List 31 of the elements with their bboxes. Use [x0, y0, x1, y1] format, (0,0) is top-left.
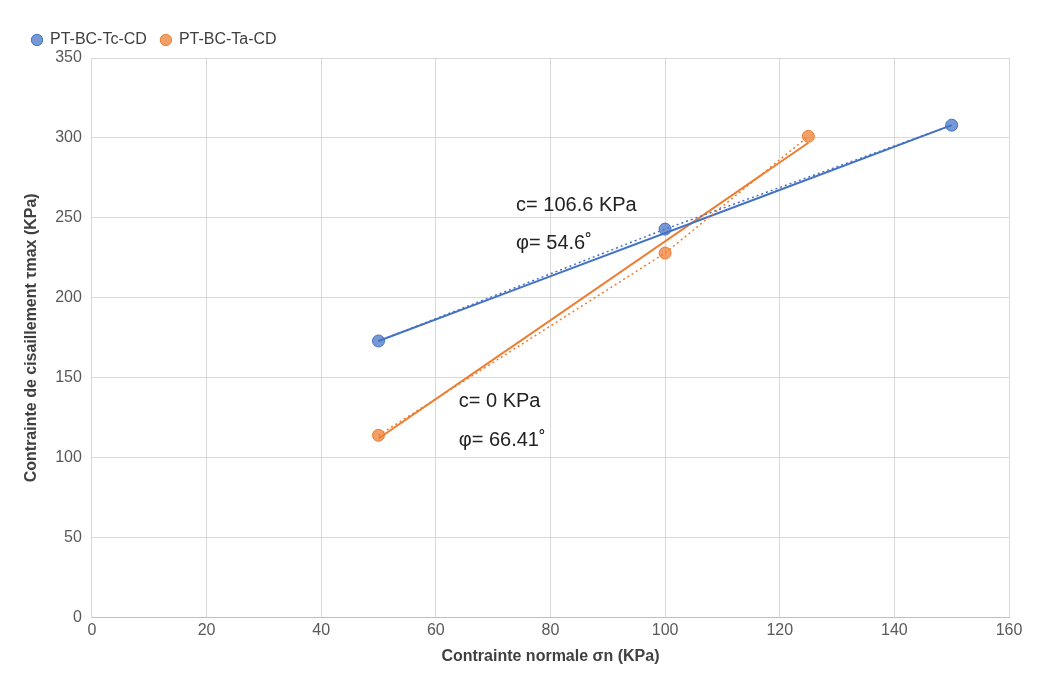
y-tick-label: 250 [55, 208, 82, 226]
y-tick-label: 50 [64, 528, 82, 546]
x-tick-label: 60 [426, 620, 445, 638]
x-tick-label: 20 [197, 620, 216, 638]
point [658, 246, 672, 260]
x-tick-label: 40 [312, 620, 331, 638]
y-tick-label: 350 [55, 48, 82, 66]
point [658, 222, 672, 236]
y-tick-label: 200 [55, 288, 82, 306]
y-tick-label: 150 [55, 368, 82, 386]
annotation: c= 106.6 KPa [516, 192, 638, 215]
legend-label: PT-BC-Ta-CD [178, 30, 277, 48]
x-axis-title: Contrainte normale σn (KPa) [441, 646, 660, 664]
x-tick-label: 100 [651, 620, 679, 638]
legend-label: PT-BC-Tc-CD [50, 30, 147, 48]
point [945, 118, 959, 132]
y-tick-label: 0 [72, 608, 82, 626]
x-tick-label: 160 [995, 620, 1023, 638]
point [801, 129, 815, 143]
point [371, 428, 385, 442]
y-axis-title: Contrainte de cisaillement τmax (KPa) [22, 193, 40, 483]
y-tick-label: 300 [55, 128, 82, 146]
annotation: φ= 54.6˚ [516, 230, 592, 253]
x-tick-label: 0 [87, 620, 97, 638]
x-tick-label: 120 [766, 620, 794, 638]
annotation: c= 0 KPa [458, 389, 542, 412]
x-tick-label: 140 [881, 620, 908, 638]
y-tick-label: 100 [55, 448, 82, 466]
point [371, 334, 385, 348]
annotation: φ= 66.41˚ [458, 427, 546, 450]
x-tick-label: 80 [541, 620, 560, 638]
